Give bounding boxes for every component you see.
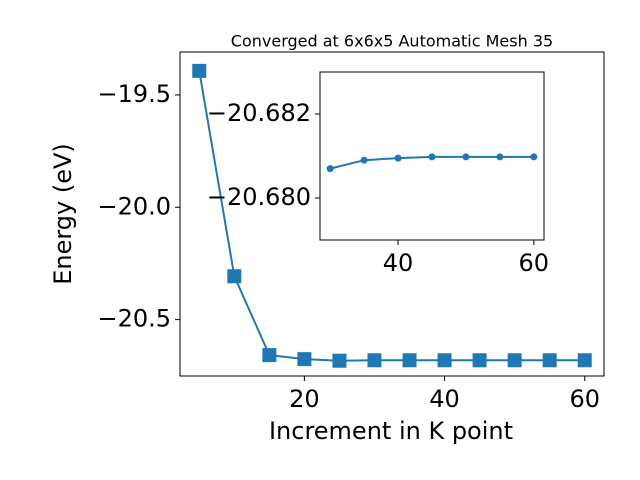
marker <box>496 153 504 161</box>
chart-title: Converged at 6x6x5 Automatic Mesh 35 <box>231 32 553 51</box>
marker <box>360 156 368 164</box>
marker <box>227 269 242 284</box>
x-tick-label: 20 <box>289 385 320 413</box>
marker <box>472 353 487 368</box>
marker <box>394 154 402 162</box>
marker <box>297 352 312 367</box>
x-tick-label: 40 <box>383 249 414 277</box>
x-axis-label: Increment in K point <box>269 417 513 445</box>
y-tick-label: −20.680 <box>207 183 311 211</box>
marker <box>192 63 207 78</box>
marker <box>507 353 522 368</box>
y-tick-label: −20.682 <box>207 99 311 127</box>
marker <box>542 353 557 368</box>
marker <box>530 153 538 161</box>
marker <box>402 353 417 368</box>
y-axis-label: Energy (eV) <box>49 143 77 285</box>
marker <box>326 165 334 173</box>
marker <box>462 153 470 161</box>
marker <box>262 348 277 363</box>
marker <box>332 353 347 368</box>
y-tick-label: −20.5 <box>97 305 171 333</box>
x-tick-label: 60 <box>569 385 600 413</box>
marker <box>428 153 436 161</box>
marker <box>437 353 452 368</box>
y-tick-label: −20.0 <box>97 192 171 220</box>
marker <box>367 353 382 368</box>
x-tick-label: 40 <box>429 385 460 413</box>
y-tick-label: −19.5 <box>97 80 171 108</box>
x-tick-label: 60 <box>519 249 550 277</box>
marker <box>577 353 592 368</box>
